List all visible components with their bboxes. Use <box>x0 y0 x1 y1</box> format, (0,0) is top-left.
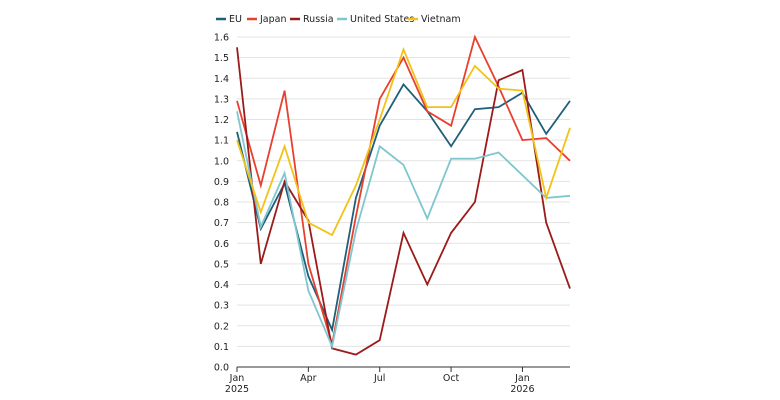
y-tick-label: 0.9 <box>214 177 229 188</box>
y-tick-label: 0.1 <box>214 342 229 353</box>
legend-label: United States <box>350 14 414 25</box>
series-line-united-states <box>236 111 571 350</box>
x-tick-label: Jan <box>229 373 245 384</box>
legend: EU Japan Russia United States Vietnam <box>216 14 461 25</box>
y-tick-label: 0.6 <box>214 239 229 250</box>
series-line-eu <box>236 82 571 333</box>
series-lines <box>236 34 571 356</box>
y-tick-label: 1.3 <box>214 94 229 105</box>
y-tick-label: 1.4 <box>214 74 229 85</box>
x-tick-year-label: 2026 <box>510 384 534 395</box>
y-tick-label: 1.0 <box>214 156 229 167</box>
y-tick-label: 1.1 <box>214 136 229 147</box>
y-tick-label: 0.7 <box>214 218 229 229</box>
legend-label: Japan <box>259 14 287 25</box>
legend-label: Russia <box>303 14 334 25</box>
y-tick-label: 0.3 <box>214 301 229 312</box>
series-line-japan <box>236 34 571 345</box>
x-tick-label: Jul <box>373 373 385 384</box>
x-tick-label: Jan <box>514 373 530 384</box>
gridlines <box>237 36 570 347</box>
series-line-vietnam <box>236 46 571 237</box>
y-tick-label: 0.2 <box>214 321 229 332</box>
x-tick-label: Apr <box>300 373 317 384</box>
y-tick-label: 0.8 <box>214 198 229 209</box>
legend-label: Vietnam <box>421 14 461 25</box>
y-axis-ticks: 0.0 0.1 0.2 0.3 0.4 0.5 0.6 0.7 0.8 0.9 1.0 1.1 1.2 1… <box>214 33 229 374</box>
series-line-russia <box>236 47 571 356</box>
legend-label: EU <box>229 14 242 25</box>
y-tick-label: 1.6 <box>214 33 229 44</box>
y-tick-label: 0.5 <box>214 259 229 270</box>
y-tick-label: 1.5 <box>214 53 229 64</box>
y-tick-label: 0.0 <box>214 363 229 374</box>
y-tick-label: 0.4 <box>214 280 229 291</box>
x-tick-label: Oct <box>443 373 460 384</box>
y-tick-label: 1.2 <box>214 115 229 126</box>
x-tick-year-label: 2025 <box>225 384 249 395</box>
